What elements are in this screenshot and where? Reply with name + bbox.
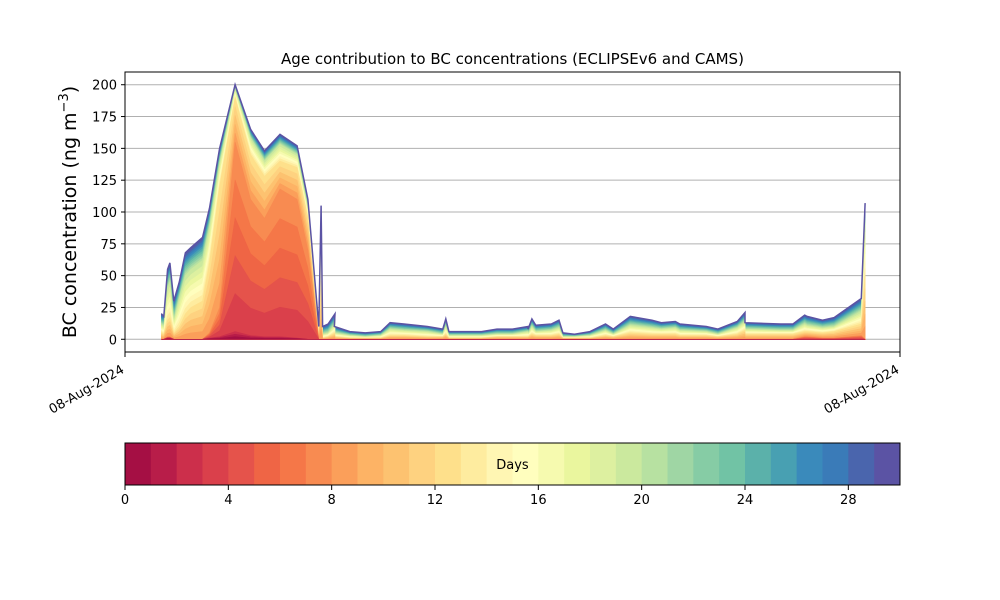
colorbar-swatch	[280, 443, 307, 485]
colorbar-swatch	[125, 443, 152, 485]
y-tick-label: 50	[100, 270, 117, 285]
colorbar-swatch	[486, 443, 513, 485]
y-tick-label: 0	[109, 333, 117, 348]
colorbar-swatch	[512, 443, 539, 485]
colorbar-tick-label: 0	[121, 493, 129, 508]
colorbar-swatch	[796, 443, 823, 485]
colorbar-swatch	[641, 443, 668, 485]
colorbar-swatch	[254, 443, 281, 485]
colorbar-swatch	[228, 443, 255, 485]
colorbar-swatch	[176, 443, 203, 485]
x-tick-label: 08-Aug-2024	[47, 362, 127, 417]
colorbar-swatch	[564, 443, 591, 485]
y-tick-label: 75	[100, 238, 117, 253]
age-band-area	[161, 336, 866, 340]
colorbar-frame	[124, 442, 901, 486]
colorbar-swatch	[331, 443, 358, 485]
colorbar-swatch	[848, 443, 875, 485]
colorbar-tick-label: 8	[328, 493, 336, 508]
colorbar-swatch	[590, 443, 617, 485]
y-tick-label: 175	[92, 111, 117, 126]
colorbar-tick-label: 16	[530, 493, 547, 508]
chart-title: Age contribution to BC concentrations (E…	[281, 50, 744, 68]
colorbar-swatch	[745, 443, 772, 485]
x-tick-label: 08-Aug-2024	[822, 362, 902, 417]
y-tick-label: 125	[92, 174, 117, 189]
colorbar-tick-label: 24	[737, 493, 754, 508]
colorbar-ticks: 0 4 8 12 16 20 24 28	[121, 485, 857, 508]
colorbar-swatch	[202, 443, 229, 485]
colorbar-swatch	[538, 443, 565, 485]
y-tick-label: 150	[92, 142, 117, 157]
y-tick-label: 200	[92, 79, 117, 94]
colorbar-tick-label: 20	[633, 493, 650, 508]
colorbar-swatch	[435, 443, 462, 485]
colorbar-tick-label: 4	[224, 493, 232, 508]
colorbar	[125, 443, 901, 485]
y-axis-label: BC concentration (ng m−3)	[57, 86, 81, 338]
colorbar-swatch	[409, 443, 436, 485]
colorbar-swatch	[383, 443, 410, 485]
colorbar-swatch	[693, 443, 720, 485]
colorbar-swatch	[357, 443, 384, 485]
colorbar-swatch	[770, 443, 798, 485]
colorbar-swatch	[719, 443, 746, 485]
x-axis-ticks: 08-Aug-2024 08-Aug-2024	[47, 352, 902, 418]
total-outline	[160, 82, 866, 335]
y-tick-label: 25	[100, 301, 117, 316]
colorbar-swatch	[667, 443, 694, 485]
colorbar-swatch	[874, 443, 901, 485]
colorbar-swatch	[460, 443, 488, 485]
colorbar-swatch	[305, 443, 333, 485]
colorbar-tick-label: 12	[427, 493, 444, 508]
y-axis-ticks: 0 25 50 75 100 125 150 175 200	[92, 79, 125, 348]
colorbar-swatch	[150, 443, 178, 485]
colorbar-tick-label: 28	[840, 493, 857, 508]
colorbar-swatch	[822, 443, 849, 485]
y-tick-label: 100	[92, 206, 117, 221]
colorbar-label: Days	[496, 458, 529, 473]
stacked-area-layers	[160, 82, 867, 340]
colorbar-swatch	[615, 443, 643, 485]
